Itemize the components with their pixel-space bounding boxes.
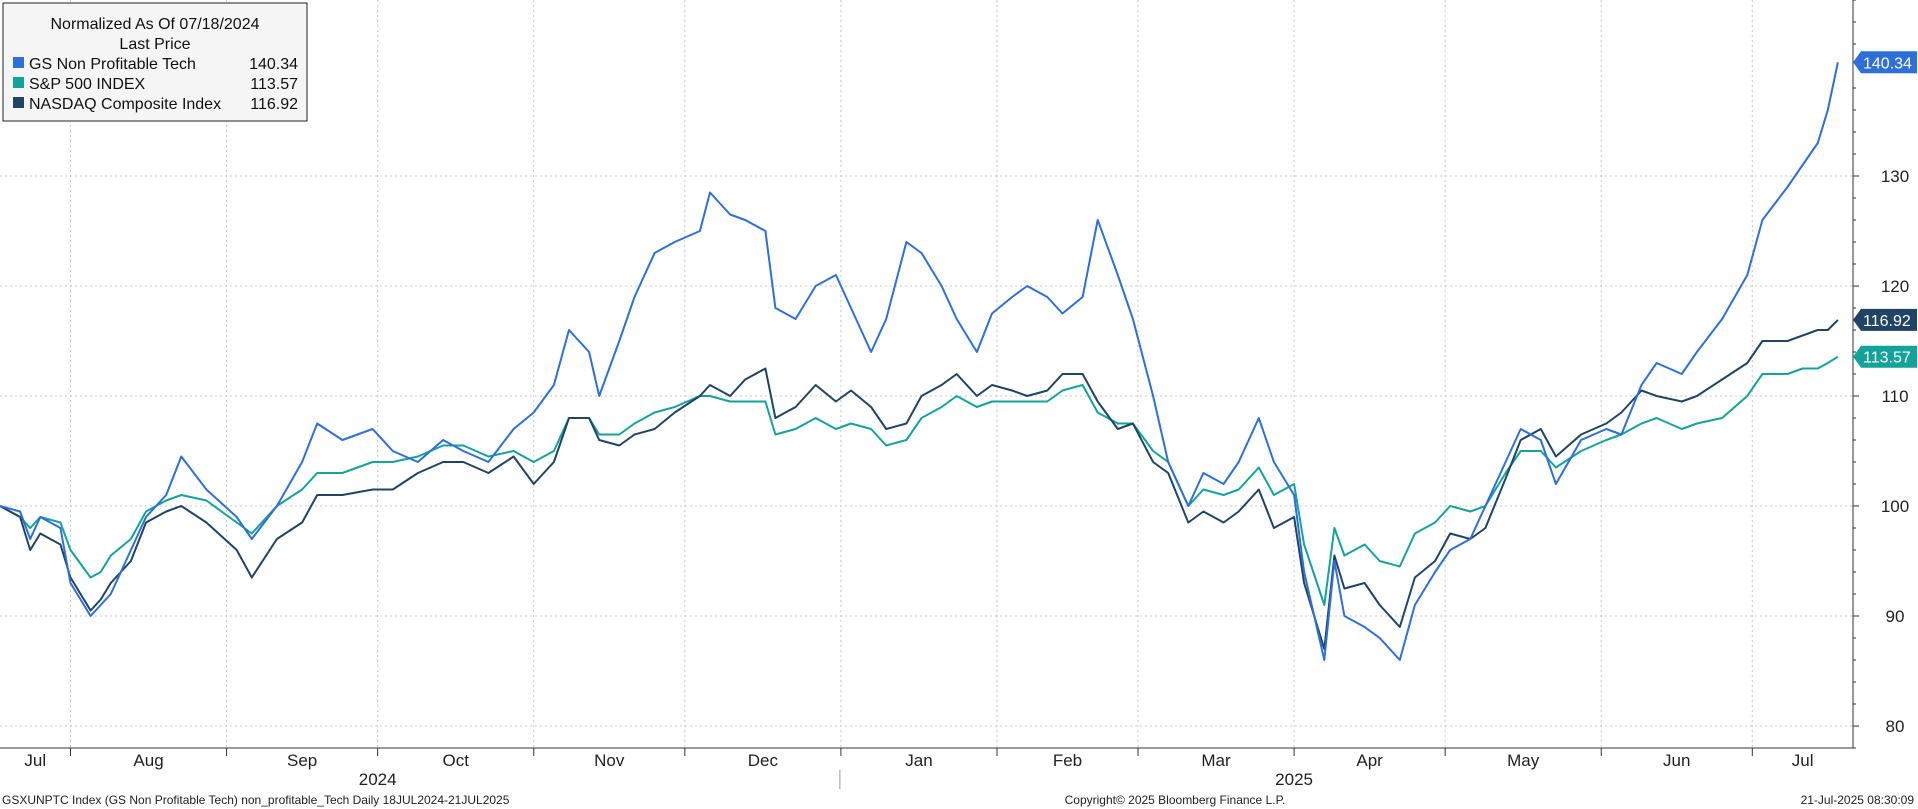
legend-box: [2, 2, 308, 122]
y-tick-label: 110: [1881, 387, 1908, 406]
y-tick-label: 130: [1881, 167, 1909, 186]
series-line-s-p-500-index: [0, 355, 1839, 606]
x-tick-label: Aug: [133, 751, 163, 770]
x-year-label: 2025: [1275, 770, 1313, 789]
legend[interactable]: Normalized As Of 07/18/2024 Last Price G…: [2, 2, 308, 122]
legend-label-nasdaq: NASDAQ Composite Index: [29, 96, 221, 113]
chart-series-group: [0, 62, 1839, 661]
last-price-badge: 116.92: [1853, 308, 1917, 331]
legend-value-nasdaq: 116.92: [250, 96, 298, 113]
legend-swatch-nasdaq: [13, 97, 24, 108]
x-tick-label: Mar: [1201, 751, 1231, 770]
footer-security-description: GSXUNPTC Index (GS Non Profitable Tech) …: [2, 793, 510, 807]
x-year-label: 2024: [359, 770, 397, 789]
x-tick-label: Oct: [442, 751, 469, 770]
x-tick-label: Jun: [1663, 751, 1690, 770]
badge-value: 116.92: [1863, 313, 1911, 330]
x-tick-label: Jan: [905, 751, 932, 770]
last-price-badge: 113.57: [1853, 345, 1917, 368]
series-line-gs-non-profitable-tech: [0, 62, 1839, 661]
y-axis: 80 90 100 110 120 130: [1853, 0, 1909, 749]
y-tick-label: 120: [1881, 277, 1909, 296]
badge-value: 140.34: [1863, 55, 1912, 72]
legend-label-spx: S&P 500 INDEX: [29, 76, 146, 93]
x-tick-label: Nov: [594, 751, 625, 770]
legend-value-gs: 140.34: [249, 56, 298, 73]
series-line-nasdaq-composite-index: [0, 319, 1839, 650]
y-tick-label: 90: [1886, 607, 1905, 626]
y-tick-label: 80: [1886, 717, 1905, 736]
last-price-badges: 140.34 113.57 116.92: [1853, 51, 1917, 368]
x-tick-label: Jul: [1792, 751, 1814, 770]
chart-gridlines: [0, 0, 1853, 748]
badge-shape: [1853, 51, 1917, 74]
legend-swatch-gs: [13, 57, 24, 68]
x-tick-label: Apr: [1356, 751, 1383, 770]
legend-title: Normalized As Of 07/18/2024: [50, 16, 259, 33]
x-tick-label: Sep: [287, 751, 317, 770]
footer-timestamp: 21-Jul-2025 08:30:09: [1801, 793, 1915, 807]
x-tick-label: May: [1507, 751, 1540, 770]
legend-swatch-spx: [13, 77, 24, 88]
badge-value: 113.57: [1863, 350, 1911, 367]
last-price-badge: 140.34: [1853, 51, 1917, 74]
badge-shape: [1853, 308, 1917, 331]
badge-shape: [1853, 345, 1917, 368]
legend-label-gs: GS Non Profitable Tech: [29, 56, 196, 73]
x-axis: Jul Aug Sep Oct Nov Dec Jan Feb Mar Apr May Jun Jul 2…: [24, 748, 1814, 789]
x-tick-label: Dec: [748, 751, 779, 770]
x-tick-label: Jul: [24, 751, 46, 770]
legend-subtitle: Last Price: [119, 36, 190, 53]
y-tick-label: 100: [1881, 497, 1909, 516]
legend-value-spx: 113.57: [250, 76, 298, 93]
footer-copyright: Copyright© 2025 Bloomberg Finance L.P.: [1065, 793, 1286, 807]
x-tick-label: Feb: [1053, 751, 1082, 770]
